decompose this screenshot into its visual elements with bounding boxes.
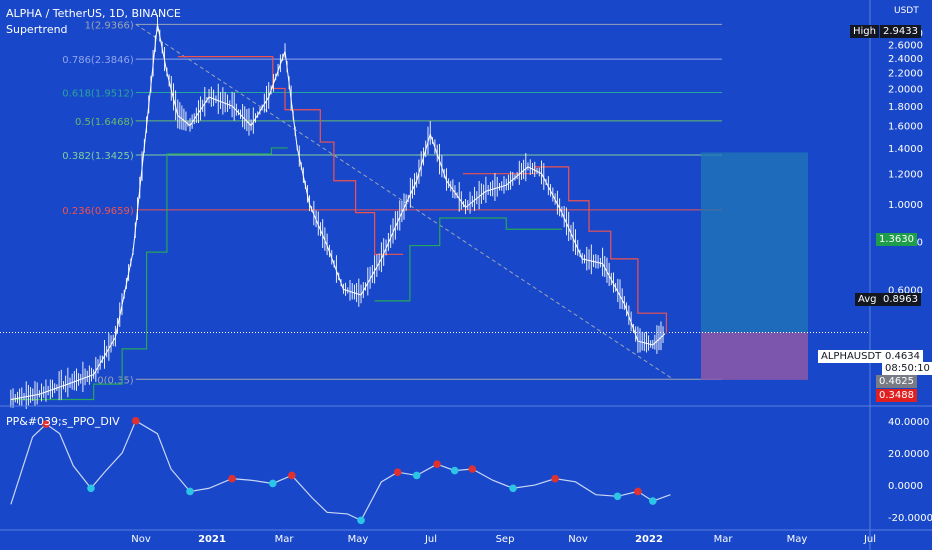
ppo-peak-dot <box>551 474 559 483</box>
ppo-trough-dot <box>269 479 277 488</box>
fib-level-label: 0.786(2.3846) <box>62 55 134 66</box>
stop-zone <box>701 332 808 380</box>
ppo-peak-dot <box>468 465 477 473</box>
avg-label: Avg <box>855 293 880 306</box>
price-tick-label: 2.6000 <box>888 41 923 52</box>
ppo-legend[interactable]: PP&#039;s_PPO_DIV <box>6 415 120 428</box>
supertrend-up-line <box>374 217 562 302</box>
time-tick-label: Jul <box>863 534 876 545</box>
ppo-trough-dot <box>649 497 657 505</box>
fib-level-label: 0.236(0.9659) <box>62 206 134 217</box>
fib-level-label: 1(2.9366) <box>85 20 134 31</box>
price-tick-label: 2.0000 <box>888 84 923 95</box>
price-tick-label: 1.8000 <box>888 102 923 113</box>
price-tick-label: 0.6000 <box>888 285 923 296</box>
fib-level-label: 0.5(1.6468) <box>75 117 134 128</box>
ppo-peak-dot <box>228 474 236 483</box>
ppo-pane-area <box>0 408 870 530</box>
ppo-peak-dot <box>634 487 642 496</box>
symbol-tag: ALPHAUSDT <box>818 350 885 363</box>
position-tool[interactable] <box>0 152 870 380</box>
fibonacci-retracement[interactable]: 1(2.9366) 0.786(2.3846) 0.618(1.9512) 0.5(1… <box>62 20 722 386</box>
ppo-peak-dot <box>42 420 50 428</box>
price-path <box>10 24 666 401</box>
fib-level-label: 0(0.35) <box>97 375 134 386</box>
time-tick-label: May <box>787 534 808 545</box>
price-series <box>10 14 666 409</box>
time-tick-label: Mar <box>714 534 734 545</box>
ppo-trough-dot <box>412 471 421 480</box>
high-value-tag: 2.9433 <box>880 25 921 38</box>
price-tick-label: 2.4000 <box>888 54 923 65</box>
ppo-tick-label: -20.0000 <box>888 513 932 524</box>
high-label: High <box>850 25 879 38</box>
time-tick-label: Nov <box>131 534 151 545</box>
time-tick-label: Mar <box>275 534 295 545</box>
ppo-trough-dot <box>186 487 194 496</box>
price-tick-label: 2.2000 <box>888 69 923 80</box>
time-tick-label: 2021 <box>198 534 226 545</box>
ppo-trough-dot <box>87 484 95 493</box>
avg-value-tag: 0.8963 <box>880 293 921 306</box>
time-tick-label: 2022 <box>635 534 663 545</box>
currency-label: USDT <box>894 6 919 16</box>
supertrend-up-line <box>10 147 288 401</box>
price-tick-label: 1.6000 <box>888 122 923 133</box>
ppo-trough-dot <box>450 466 459 475</box>
ppo-peak-dot <box>288 471 296 480</box>
ppo-pane[interactable] <box>0 408 870 530</box>
countdown-tag: 08:50:10 <box>882 362 932 375</box>
time-tick-label: Jul <box>424 534 437 545</box>
price-tick-label: 1.4000 <box>888 144 923 155</box>
ppo-peak-dot <box>131 417 140 425</box>
ppo-tick-label: 20.0000 <box>888 449 929 460</box>
fib-level-label: 0.618(1.9512) <box>62 89 134 100</box>
target-zone <box>701 152 808 333</box>
time-tick-label: Sep <box>496 534 515 545</box>
supertrend-down-line <box>177 56 404 255</box>
ppo-trough-dot <box>357 516 365 525</box>
fib-level-label: 0.382(1.3425) <box>62 151 134 162</box>
target-price-tag: 1.3630 <box>876 233 917 246</box>
ppo-tick-label: 0.0000 <box>888 481 923 492</box>
last-price-tag: 0.4634 <box>882 350 923 363</box>
stop-price-tag: 0.3488 <box>876 389 917 402</box>
fib-trend-line <box>135 23 674 380</box>
level-price-tag: 0.4625 <box>876 375 917 388</box>
ppo-trough-dot <box>613 492 622 501</box>
ppo-peak-dot <box>433 460 441 468</box>
price-tick-label: 1.0000 <box>888 200 923 211</box>
ppo-peak-dot <box>393 468 402 477</box>
supertrend-legend[interactable]: Supertrend <box>6 23 68 36</box>
symbol-title[interactable]: ALPHA / TetherUS, 1D, BINANCE <box>6 7 181 20</box>
price-tick-label: 1.2000 <box>888 170 923 181</box>
time-tick-label: Nov <box>568 534 588 545</box>
ppo-trough-dot <box>509 484 517 493</box>
ppo-tick-label: 40.0000 <box>888 417 929 428</box>
time-tick-label: May <box>348 534 369 545</box>
